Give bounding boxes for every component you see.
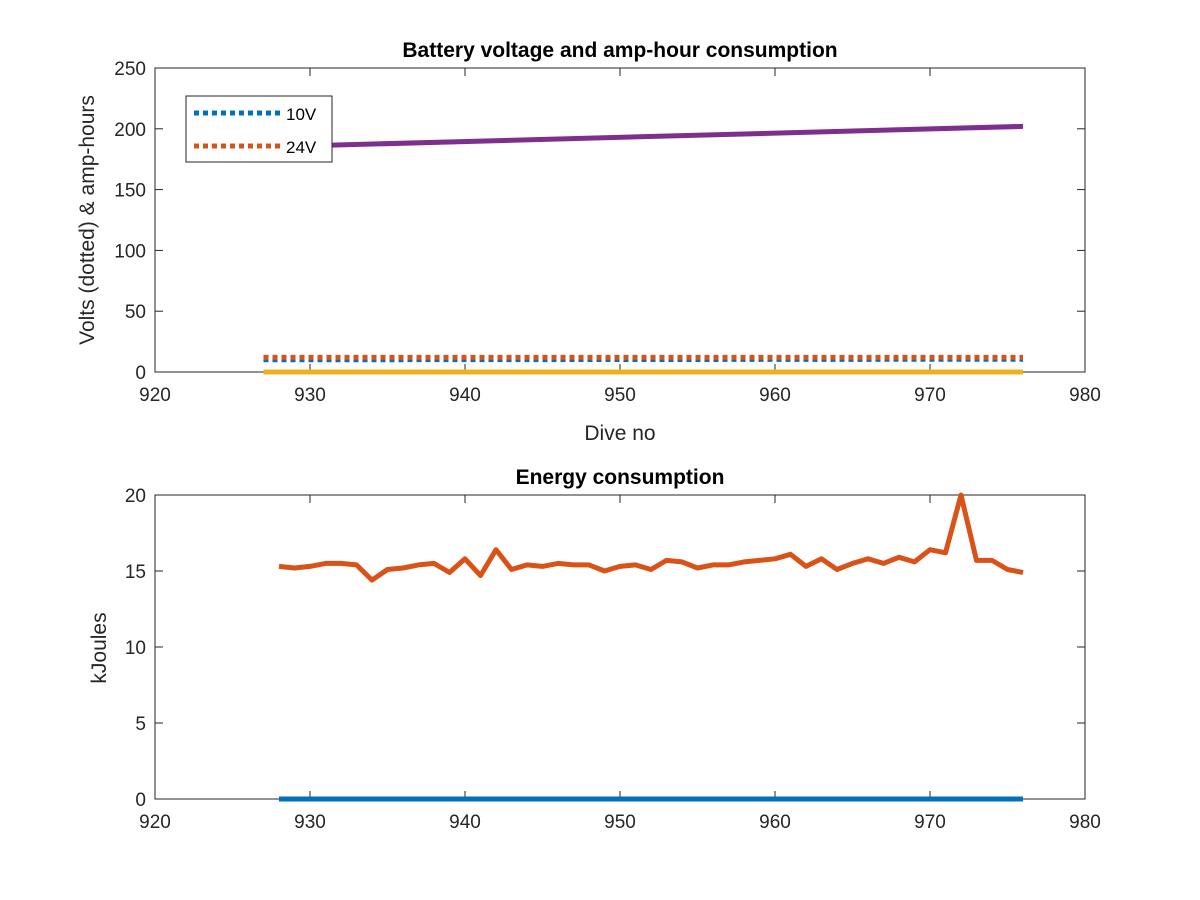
y-tick-label: 20 (125, 486, 146, 507)
voltage-chart: Battery voltage and amp-hour consumption… (76, 39, 1101, 445)
y-tick-label: 0 (135, 790, 146, 811)
series-line-3 (263, 123, 1024, 150)
y-tick-label: 250 (114, 59, 146, 80)
x-tick-label: 960 (759, 385, 791, 406)
y-tick-label: 15 (125, 562, 146, 583)
y-axis-title: kJoules (88, 612, 111, 683)
energy-chart: Energy consumption kJoules 920 930 940 950 9… (88, 466, 1101, 833)
x-tick-label: 940 (449, 385, 481, 406)
x-tick-label: 950 (604, 812, 636, 833)
x-tick-label: 970 (914, 812, 946, 833)
legend: 10V 24V (185, 95, 333, 163)
y-tick-label: 5 (135, 714, 146, 735)
y-tick-label: 200 (114, 120, 146, 141)
y-tick-label: 10 (125, 638, 146, 659)
y-axis-title: Volts (dotted) & amp-hours (76, 95, 99, 345)
series-line-2 (278, 492, 1024, 583)
axes-frame (154, 494, 1086, 800)
x-tick-label: 920 (139, 385, 171, 406)
chart-title: Energy consumption (516, 466, 725, 489)
legend-label-10v: 10V (286, 105, 317, 124)
legend-label-24v: 24V (286, 138, 317, 157)
x-tick-label: 950 (604, 385, 636, 406)
y-tick-label: 150 (114, 181, 146, 202)
x-tick-label: 930 (294, 812, 326, 833)
y-tick-label: 50 (125, 302, 146, 323)
x-tick-label: 930 (294, 385, 326, 406)
x-tick-label: 960 (759, 812, 791, 833)
chart-title: Battery voltage and amp-hour consumption (402, 39, 837, 62)
x-tick-label: 980 (1069, 812, 1101, 833)
y-tick-label: 100 (114, 241, 146, 262)
plot-area: 920 930 940 950 960 970 980 0 5 10 15 20 (125, 486, 1101, 833)
x-tick-label: 940 (449, 812, 481, 833)
x-axis-title: Dive no (584, 422, 655, 445)
x-tick-label: 980 (1069, 385, 1101, 406)
x-tick-label: 970 (914, 385, 946, 406)
x-tick-label: 920 (139, 812, 171, 833)
legend-box (185, 95, 333, 163)
y-tick-label: 0 (135, 363, 146, 384)
